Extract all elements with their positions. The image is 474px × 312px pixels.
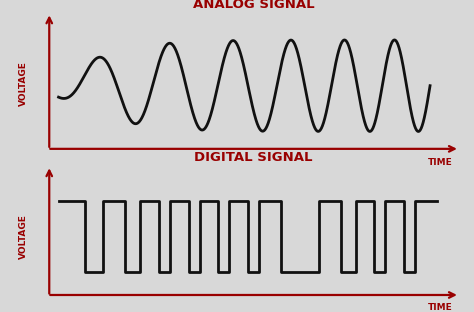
Text: VOLTAGE: VOLTAGE [19, 61, 28, 106]
Text: VOLTAGE: VOLTAGE [19, 214, 28, 259]
Text: TIME: TIME [428, 158, 452, 167]
Title: DIGITAL SIGNAL: DIGITAL SIGNAL [194, 151, 313, 164]
Title: ANALOG SIGNAL: ANALOG SIGNAL [193, 0, 314, 11]
Text: TIME: TIME [428, 304, 452, 312]
